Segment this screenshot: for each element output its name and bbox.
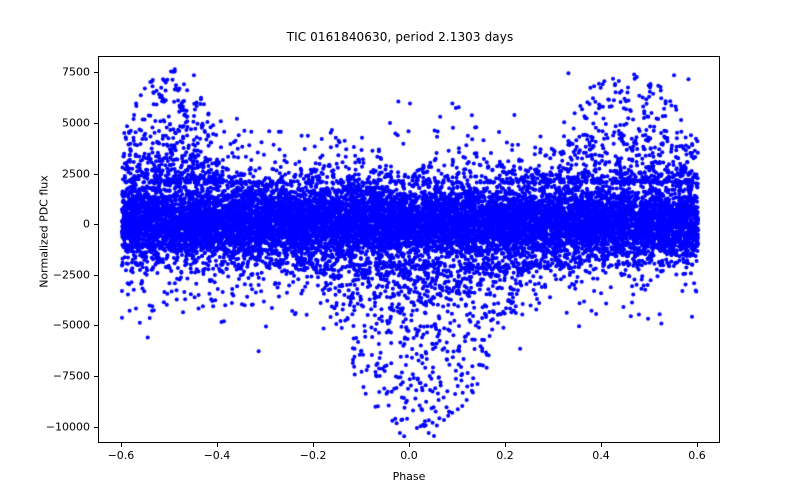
y-tick-mark bbox=[94, 72, 98, 74]
x-tick-label: −0.2 bbox=[299, 449, 327, 462]
y-tick-label: −7500 bbox=[52, 369, 90, 383]
y-tick-mark bbox=[94, 122, 98, 124]
y-tick-mark bbox=[94, 274, 98, 276]
x-tick-label: −0.4 bbox=[203, 449, 231, 462]
x-tick-label: 0.0 bbox=[400, 449, 418, 462]
plot-area bbox=[98, 56, 720, 443]
y-tick-label: −2500 bbox=[52, 268, 90, 282]
x-tick-mark bbox=[697, 443, 699, 447]
y-tick-label: −10000 bbox=[45, 420, 90, 434]
x-tick-mark bbox=[505, 443, 507, 447]
x-tick-mark bbox=[312, 443, 314, 447]
chart-title: TIC 0161840630, period 2.1303 days bbox=[286, 30, 514, 44]
x-tick-label: 0.6 bbox=[688, 449, 706, 462]
x-tick-mark bbox=[409, 443, 410, 447]
x-tick-label: −0.6 bbox=[107, 449, 135, 462]
y-tick-label: 7500 bbox=[62, 65, 90, 79]
y-tick-mark bbox=[94, 224, 98, 226]
y-tick-label: 0 bbox=[83, 217, 90, 231]
y-tick-mark bbox=[94, 173, 98, 175]
x-tick-mark bbox=[216, 443, 218, 447]
y-tick-label: −5000 bbox=[52, 318, 90, 332]
y-tick-mark bbox=[94, 325, 98, 327]
y-tick-mark bbox=[94, 376, 98, 378]
x-axis-label: Phase bbox=[392, 470, 426, 483]
y-tick-mark bbox=[94, 426, 98, 428]
x-tick-mark bbox=[120, 443, 122, 447]
x-tick-label: 0.2 bbox=[496, 449, 514, 462]
y-axis-tick-labels: 7500 5000 2500 0 −2500 −5000 −7500 −10000 bbox=[0, 0, 90, 500]
x-tick-label: 0.4 bbox=[592, 449, 610, 462]
y-tick-label: 2500 bbox=[62, 167, 90, 181]
x-tick-mark bbox=[601, 443, 603, 447]
y-tick-label: 5000 bbox=[62, 116, 90, 130]
scatter-data-points bbox=[99, 57, 719, 442]
